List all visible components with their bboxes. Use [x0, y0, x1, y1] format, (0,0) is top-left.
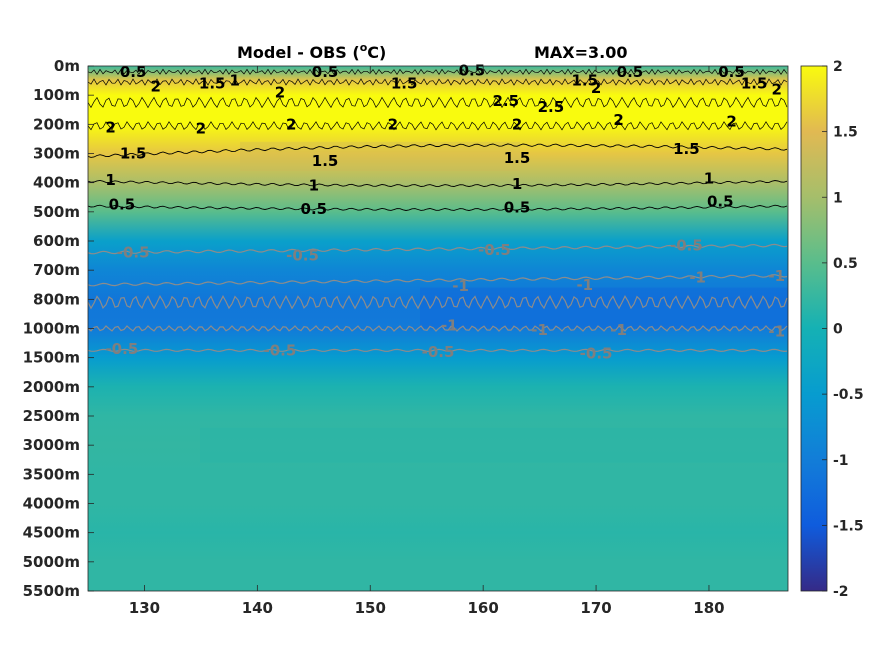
colorbar-tick-label: 2 [833, 59, 843, 75]
colorbar-tick-label: -2 [833, 584, 849, 600]
y-tick-label: 700m [33, 261, 80, 279]
contour-label: 2 [613, 111, 623, 129]
contour-label: -1 [689, 268, 706, 286]
contour-lines [88, 68, 788, 353]
y-tick-label: 4000m [23, 495, 80, 513]
contour-label: 1 [230, 72, 240, 90]
y-tick-label: 500m [33, 203, 80, 221]
contour-label: 2 [286, 115, 296, 133]
contour-label: 0.5 [707, 193, 734, 211]
y-axis: 0m 100m 200m 300m 400m 500m 600m 700m 800m 1000m 1… [23, 57, 94, 600]
contour-label: -0.5 [478, 241, 511, 259]
y-tick-label: 300m [33, 145, 80, 163]
contour-label: 2.5 [492, 92, 519, 110]
x-tick-label: 160 [468, 599, 499, 617]
contour-label: 2 [275, 83, 285, 101]
contour-label: 1 [704, 169, 714, 187]
field-variation [200, 141, 788, 463]
contour-label: 2 [388, 115, 398, 133]
contour-label: -0.5 [670, 236, 703, 254]
plot-area: 0.52 1.5 1 0.52 1.50.51.520.5 0.51.5 22.5 2.52 2… [87, 61, 789, 592]
chart-title-unit: C) [367, 43, 386, 62]
contour-label: 2 [196, 120, 206, 138]
contour-label: -1 [531, 321, 548, 339]
contour-label: 1.5 [391, 75, 418, 93]
contour-label: -0.5 [286, 247, 319, 265]
contour-label: -0.5 [580, 344, 613, 362]
chart-max-label: MAX=3.00 [534, 43, 628, 62]
colorbar-tick-label: 0 [833, 322, 843, 338]
y-tick-label: 2500m [23, 407, 80, 425]
contour-label: 1.5 [504, 149, 531, 167]
contour-label: -1 [610, 321, 627, 339]
y-tick-label: 1000m [23, 320, 80, 338]
chart-title: Model - OBS (oC) [237, 41, 386, 62]
contour-label: 1 [309, 177, 319, 195]
contour-label: 0.5 [120, 63, 147, 81]
contour-label: 1.5 [312, 152, 339, 170]
colorbar-tick-label: -0.5 [833, 387, 864, 403]
y-tick-label: 4500m [23, 524, 80, 542]
y-tick-label: 600m [33, 232, 80, 250]
colorbar: 2 1.5 1 0.5 0 -0.5 -1 -1.5 -2 [800, 59, 864, 600]
y-tick-label: 100m [33, 86, 80, 104]
y-tick-label: 200m [33, 115, 80, 133]
contour-label: 1.5 [120, 145, 147, 163]
contour-label: 0.5 [504, 198, 531, 216]
contour-label: -1 [452, 277, 469, 295]
contour-label: 0.5 [459, 61, 486, 79]
contour-label: 1.5 [571, 72, 598, 90]
contour-label: -0.5 [422, 343, 455, 361]
contour-label: 2 [591, 79, 601, 97]
y-tick-label: 3500m [23, 465, 80, 483]
chart-title-main: Model - OBS ( [237, 43, 360, 62]
contour-label: -0.5 [264, 341, 297, 359]
colorbar-tick-label: 1 [833, 190, 843, 206]
contour-label: -0.5 [105, 340, 138, 358]
contour-label: 2 [512, 115, 522, 133]
contour-label: -1 [576, 276, 593, 294]
contour-label: -1 [441, 317, 458, 335]
y-tick-label: 0m [54, 57, 80, 75]
colorbar-tick-label: -1.5 [833, 518, 864, 534]
contour-label: -1 [768, 267, 785, 285]
x-tick-label: 130 [129, 599, 160, 617]
colorbar-ticks: 2 1.5 1 0.5 0 -0.5 -1 -1.5 -2 [822, 59, 864, 600]
contour-labels: 0.52 1.5 1 0.52 1.50.51.520.5 0.51.5 22.5 2.52 2… [105, 61, 785, 362]
y-tick-label: 1500m [23, 349, 80, 367]
contour-label: 1 [512, 175, 522, 193]
contour-label: 1.5 [741, 75, 768, 93]
contour-label: 2 [771, 80, 781, 98]
contour-label: 0.5 [312, 63, 339, 81]
contour-label: 2 [151, 77, 161, 95]
contour-label: -1 [768, 322, 785, 340]
x-axis: 130 140 150 160 170 180 [129, 66, 725, 617]
x-tick-label: 150 [355, 599, 386, 617]
x-tick-label: 180 [693, 599, 724, 617]
y-tick-label: 400m [33, 174, 80, 192]
colorbar-tick-label: 0.5 [833, 256, 858, 272]
colorbar-tick-label: -1 [833, 453, 849, 469]
chart-title-degree: o [360, 41, 368, 54]
contour-label: 2.5 [538, 98, 565, 116]
y-tick-label: 800m [33, 290, 80, 308]
contour-label: 1 [105, 171, 115, 189]
contour-label: 0.5 [301, 200, 328, 218]
y-tick-label: 3000m [23, 436, 80, 454]
x-tick-label: 140 [242, 599, 273, 617]
y-tick-label: 2000m [23, 378, 80, 396]
contour-label: 2 [105, 118, 115, 136]
contour-label: 0.5 [109, 196, 136, 214]
y-tick-label: 5000m [23, 553, 80, 571]
contour-label: 1.5 [199, 75, 226, 93]
x-tick-label: 170 [580, 599, 611, 617]
contour-label: 0.5 [718, 63, 745, 81]
contour-label: 2 [726, 112, 736, 130]
contour-label: 0.5 [617, 63, 644, 81]
contour-label: -0.5 [117, 244, 150, 262]
colorbar-tick-label: 1.5 [833, 125, 858, 141]
y-tick-label: 5500m [23, 582, 80, 600]
contour-label: 1.5 [673, 140, 700, 158]
